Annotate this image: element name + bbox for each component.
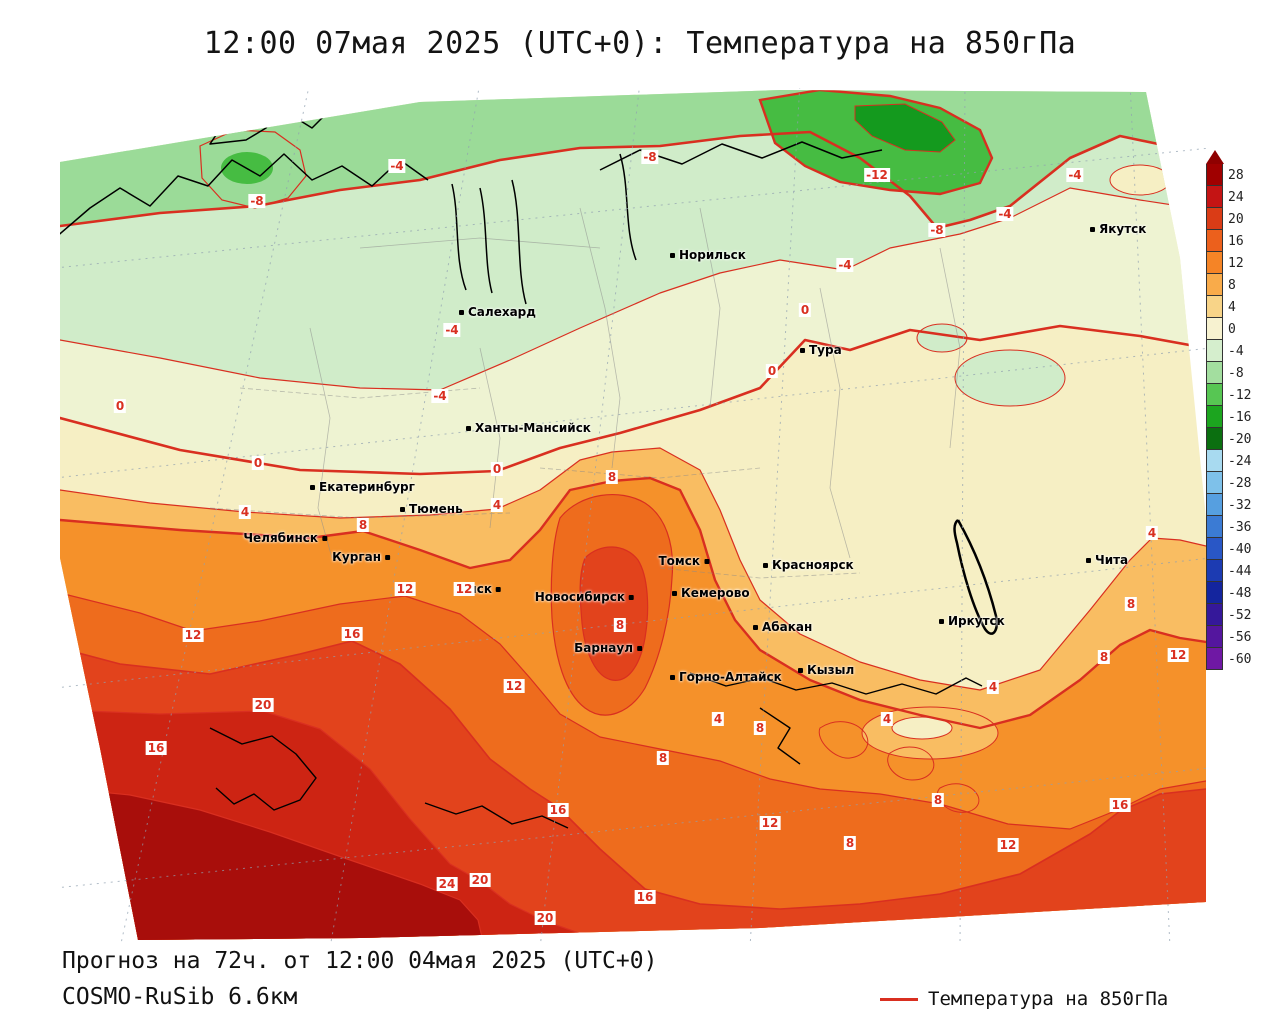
colorbar-cell xyxy=(1206,428,1223,450)
colorbar-tick-label: 12 xyxy=(1228,255,1244,271)
colorbar-tick-label: -24 xyxy=(1228,453,1252,469)
model-info: COSMO-RuSib 6.6км xyxy=(62,984,298,1010)
colorbar-cell xyxy=(1206,604,1223,626)
colorbar-row: -52 xyxy=(1206,604,1278,626)
colorbar-cell xyxy=(1206,384,1223,406)
colorbar-cell xyxy=(1206,538,1223,560)
colorbar-row: -36 xyxy=(1206,516,1278,538)
colorbar-row: -60 xyxy=(1206,648,1278,670)
map-area: Норильск Якутск Салехард Тура Ханты-Мансийск… xyxy=(60,88,1206,942)
colorbar-tick-label: 0 xyxy=(1228,321,1236,337)
colorbar-cell xyxy=(1206,582,1223,604)
colorbar-row: -32 xyxy=(1206,494,1278,516)
colorbar-tick-label: 20 xyxy=(1228,211,1244,227)
colorbar-row: 12 xyxy=(1206,252,1278,274)
colorbar-row: -20 xyxy=(1206,428,1278,450)
colorbar-row: -28 xyxy=(1206,472,1278,494)
temperature-field-canvas xyxy=(60,88,1206,942)
colorbar-cell xyxy=(1206,230,1223,252)
colorbar-cell xyxy=(1206,494,1223,516)
colorbar-cell xyxy=(1206,406,1223,428)
lake-baikal xyxy=(953,519,998,635)
colorbar-cell xyxy=(1206,626,1223,648)
colorbar-row: 16 xyxy=(1206,230,1278,252)
colorbar-tick-label: 24 xyxy=(1228,189,1244,205)
colorbar-tick-label: 4 xyxy=(1228,299,1236,315)
colorbar-cell xyxy=(1206,516,1223,538)
colorbar-row: 20 xyxy=(1206,208,1278,230)
colorbar-tick-label: -48 xyxy=(1228,585,1252,601)
graticule xyxy=(60,88,1206,942)
colorbar-tick-label: -8 xyxy=(1228,365,1244,381)
colorbar-tick-label: -16 xyxy=(1228,409,1252,425)
colorbar-row: 4 xyxy=(1206,296,1278,318)
colorbar-row: -12 xyxy=(1206,384,1278,406)
colorbar-row: -48 xyxy=(1206,582,1278,604)
colorbar-tick-label: -36 xyxy=(1228,519,1252,535)
temperature-contour-line-sample xyxy=(880,997,918,1001)
colorbar-row: -56 xyxy=(1206,626,1278,648)
colorbar-arrow xyxy=(1206,150,1224,164)
colorbar-tick-label: -44 xyxy=(1228,563,1252,579)
colorbar-cell xyxy=(1206,450,1223,472)
colorbar-cell xyxy=(1206,296,1223,318)
colorbar-cell xyxy=(1206,472,1223,494)
colorbar-tick-label: -4 xyxy=(1228,343,1244,359)
colorbar-cell xyxy=(1206,186,1223,208)
colorbar-tick-label: -12 xyxy=(1228,387,1252,403)
colorbar-row: 28 xyxy=(1206,164,1278,186)
page-title: 12:00 07мая 2025 (UTC+0): Температура на… xyxy=(203,26,1077,61)
colorbar-row: 0 xyxy=(1206,318,1278,340)
colorbar-cell xyxy=(1206,318,1223,340)
colorbar-row: -16 xyxy=(1206,406,1278,428)
colorbar-cell xyxy=(1206,560,1223,582)
colorbar-tick-label: -28 xyxy=(1228,475,1252,491)
colorbar-cell xyxy=(1206,648,1223,670)
colorbar-tick-label: 28 xyxy=(1228,167,1244,183)
colorbar-tick-label: -20 xyxy=(1228,431,1252,447)
colorbar-cell xyxy=(1206,362,1223,384)
temperature-field xyxy=(60,90,1206,940)
state-borders xyxy=(209,672,983,829)
colorbar-tick-label: -60 xyxy=(1228,651,1252,667)
forecast-info: Прогноз на 72ч. от 12:00 04мая 2025 (UTC… xyxy=(62,948,658,974)
colorbar-tick-label: 8 xyxy=(1228,277,1236,293)
colorbar-tick-label: -52 xyxy=(1228,607,1252,623)
colorbar-tick-label: -56 xyxy=(1228,629,1252,645)
colorbar-row: -24 xyxy=(1206,450,1278,472)
colorbar-row: -4 xyxy=(1206,340,1278,362)
colorbar-cell xyxy=(1206,252,1223,274)
legend-label: Температура на 850гПа xyxy=(928,988,1169,1010)
colorbar-row: -44 xyxy=(1206,560,1278,582)
colorbar-row: -40 xyxy=(1206,538,1278,560)
colorbar-tick-label: -40 xyxy=(1228,541,1252,557)
colorbar-row: 8 xyxy=(1206,274,1278,296)
colorbar-row: -8 xyxy=(1206,362,1278,384)
colorbar-cell xyxy=(1206,274,1223,296)
colorbar-cell xyxy=(1206,164,1223,186)
map-legend: Температура на 850гПа xyxy=(880,988,1168,1010)
colorbar-cell xyxy=(1206,208,1223,230)
colorbar-tick-label: 16 xyxy=(1228,233,1244,249)
colorbar-row: 24 xyxy=(1206,186,1278,208)
colorbar-cell xyxy=(1206,340,1223,362)
colorbar-tick-label: -32 xyxy=(1228,497,1252,513)
temperature-colorbar: 28 24 20 16 12 8 4 0 -4 -8 -12 -16 -20 -24 -28 -32 -36 -4… xyxy=(1206,150,1278,670)
